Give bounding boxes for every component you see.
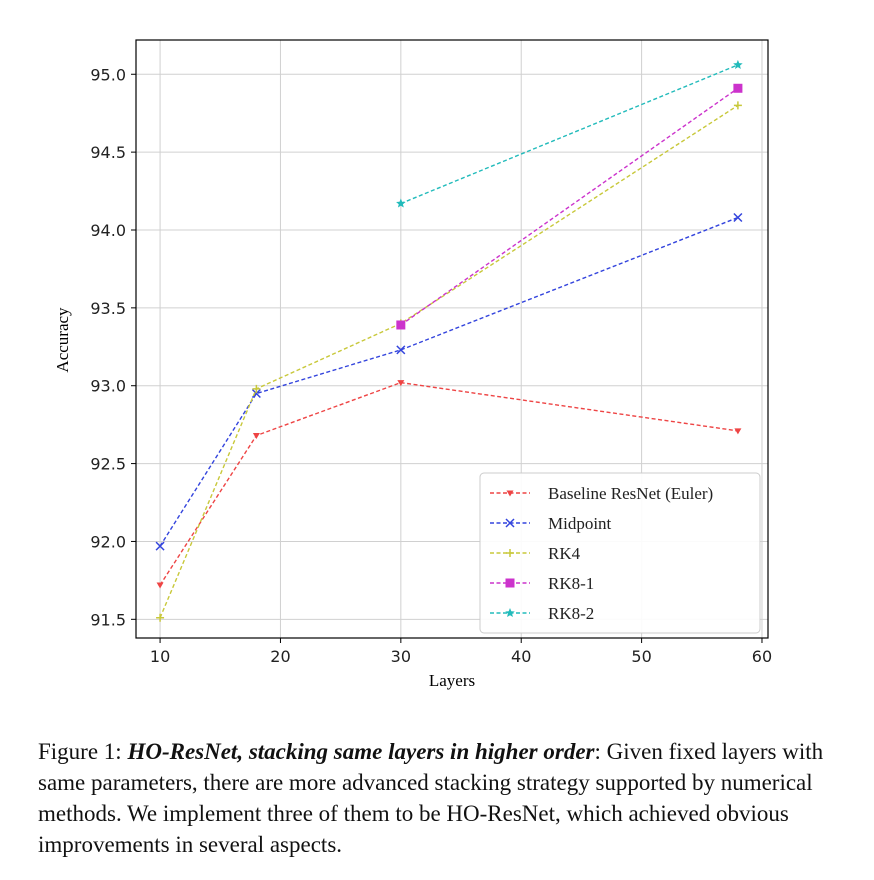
legend-label: Baseline ResNet (Euler)	[548, 484, 713, 503]
y-tick-label: 93.0	[90, 377, 126, 396]
figure-caption: Figure 1: HO-ResNet, stacking same layer…	[38, 736, 838, 860]
legend-label: RK4	[548, 544, 581, 563]
x-tick-label: 50	[631, 647, 651, 666]
legend-entry: Baseline ResNet (Euler)	[490, 484, 713, 503]
caption-title: HO-ResNet, stacking same layers in highe…	[127, 739, 595, 764]
y-tick-label: 91.5	[90, 610, 126, 629]
legend-entry: RK8-2	[490, 604, 594, 623]
y-tick-label: 92.5	[90, 455, 126, 474]
x-axis-label: Layers	[429, 671, 475, 690]
y-tick-label: 95.0	[90, 65, 126, 84]
data-point	[252, 433, 260, 440]
caption-label: Figure 1:	[38, 739, 128, 764]
x-tick-label: 20	[270, 647, 290, 666]
legend-label: RK8-2	[548, 604, 594, 623]
series-rk8-2	[396, 59, 743, 208]
grid-lines	[136, 40, 768, 638]
data-point	[397, 380, 405, 387]
data-point	[396, 320, 406, 330]
data-point	[396, 198, 406, 208]
legend-entry: RK8-1	[490, 574, 594, 593]
series-midpoint	[155, 213, 743, 551]
legend-marker	[505, 578, 515, 588]
data-point	[156, 613, 165, 622]
series-line	[159, 381, 738, 586]
series-line	[159, 216, 739, 547]
legend-marker	[505, 608, 515, 618]
data-point	[733, 83, 743, 93]
legend-label: Midpoint	[548, 514, 612, 533]
series-rk8-1	[396, 83, 743, 330]
y-tick-label: 94.5	[90, 143, 126, 162]
y-tick-label: 92.0	[90, 532, 126, 551]
series-baseline-resnet-euler	[156, 380, 742, 589]
data-point	[396, 345, 406, 355]
x-tick-label: 40	[511, 647, 531, 666]
legend-entry: Midpoint	[490, 514, 612, 533]
y-tick-label: 94.0	[90, 221, 126, 240]
data-point	[734, 428, 742, 435]
x-tick-label: 60	[752, 647, 772, 666]
legend-marker	[505, 518, 515, 528]
x-tick-label: 10	[150, 647, 170, 666]
plot-frame	[135, 39, 769, 639]
data-point	[733, 101, 742, 110]
series-group	[155, 59, 743, 622]
data-point	[156, 582, 164, 589]
data-point	[252, 384, 261, 393]
y-tick-label: 93.5	[90, 299, 126, 318]
series-line	[400, 87, 739, 326]
caption-body: : Given fixed layers with same parameter…	[38, 739, 824, 857]
legend-box	[479, 472, 761, 634]
y-axis-label: Accuracy	[53, 307, 72, 373]
legend-label: RK8-1	[548, 574, 594, 593]
data-point	[155, 541, 165, 551]
accuracy-line-chart: 10 20 30 40 50 60 91.5 92.0 92.5 93.0 93.5 94.0 94.5…	[53, 39, 772, 690]
data-point	[733, 213, 743, 223]
axis-ticks: 10 20 30 40 50 60 91.5 92.0 92.5 93.0 93.5 94.0 94.5…	[90, 65, 772, 666]
legend-marker	[506, 490, 514, 497]
x-tick-label: 30	[391, 647, 411, 666]
data-point	[733, 59, 743, 69]
legend-entry: RK4	[490, 544, 581, 563]
series-line	[159, 104, 739, 619]
legend: Baseline ResNet (Euler) Midpoint RK4 RK8-1 R…	[479, 472, 761, 634]
series-line	[400, 64, 739, 205]
legend-marker	[506, 549, 514, 557]
